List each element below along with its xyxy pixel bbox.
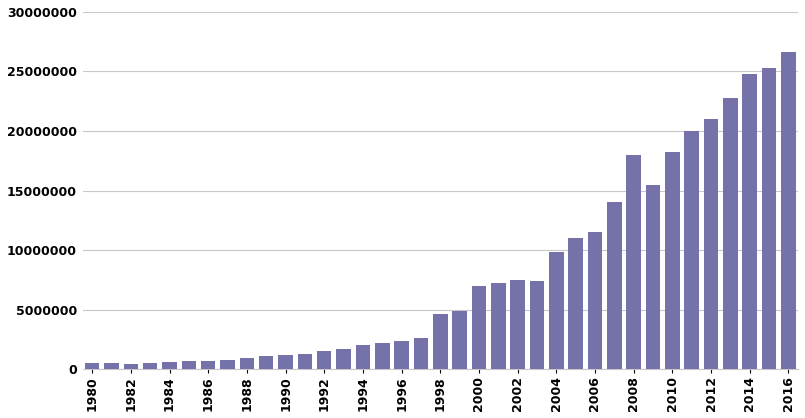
Bar xyxy=(124,364,138,369)
Bar xyxy=(182,362,196,369)
Bar xyxy=(781,52,795,369)
Bar xyxy=(742,74,757,369)
Bar xyxy=(646,185,660,369)
Bar xyxy=(356,345,370,369)
Bar xyxy=(259,356,274,369)
Bar xyxy=(665,153,679,369)
Bar xyxy=(201,361,216,369)
Bar xyxy=(491,283,506,369)
Bar xyxy=(336,349,351,369)
Bar xyxy=(298,354,312,369)
Bar xyxy=(433,314,448,369)
Bar xyxy=(723,98,737,369)
Bar xyxy=(626,155,641,369)
Bar xyxy=(472,286,486,369)
Bar xyxy=(394,341,409,369)
Bar xyxy=(588,232,602,369)
Bar xyxy=(607,202,621,369)
Bar xyxy=(240,358,254,369)
Bar xyxy=(143,363,158,369)
Bar xyxy=(568,238,583,369)
Bar xyxy=(762,68,776,369)
Bar xyxy=(530,281,544,369)
Bar xyxy=(684,131,699,369)
Bar xyxy=(317,351,332,369)
Bar xyxy=(704,119,718,369)
Bar xyxy=(510,280,525,369)
Bar xyxy=(375,343,390,369)
Bar xyxy=(414,338,428,369)
Bar xyxy=(549,252,563,369)
Bar xyxy=(163,362,177,369)
Bar xyxy=(452,311,467,369)
Bar xyxy=(85,363,100,369)
Bar xyxy=(279,355,293,369)
Bar xyxy=(105,362,119,369)
Bar xyxy=(221,359,235,369)
